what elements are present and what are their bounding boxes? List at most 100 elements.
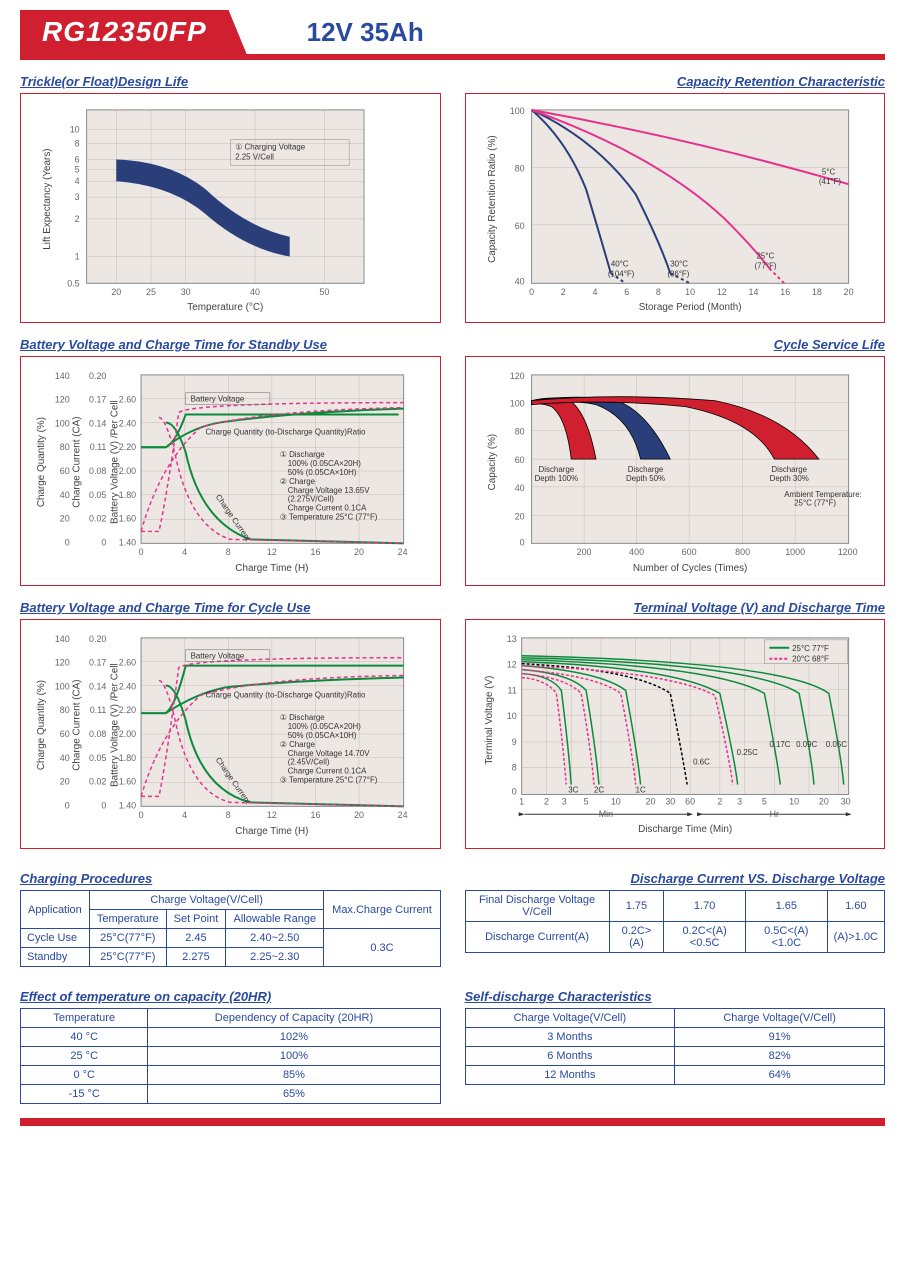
svg-text:Charge Quantity (%): Charge Quantity (%) bbox=[36, 680, 47, 770]
svg-text:Charge Current 0.1CA: Charge Current 0.1CA bbox=[288, 767, 367, 776]
chart-cyclelife: Discharge Depth 100% Discharge Depth 50%… bbox=[465, 356, 886, 586]
svg-text:2.20: 2.20 bbox=[119, 705, 136, 715]
svg-text:Charge Quantity (to-Discharge: Charge Quantity (to-Discharge Quantity)R… bbox=[205, 690, 366, 699]
svg-text:(104°F): (104°F) bbox=[607, 269, 634, 278]
svg-text:Capacity Retention Ratio (%): Capacity Retention Ratio (%) bbox=[486, 135, 497, 263]
chart-terminal: 25°C 77°F 20°C 68°F bbox=[465, 619, 886, 849]
table-charging: Application Charge Voltage(V/Cell) Max.C… bbox=[20, 890, 441, 967]
svg-text:60: 60 bbox=[514, 455, 524, 465]
td: 64% bbox=[675, 1066, 885, 1085]
svg-text:Storage Period (Month): Storage Period (Month) bbox=[638, 302, 741, 313]
section-selfdis: Self-discharge Characteristics bbox=[465, 989, 886, 1004]
td: 82% bbox=[675, 1047, 885, 1066]
td: 91% bbox=[675, 1028, 885, 1047]
svg-text:(41°F): (41°F) bbox=[818, 177, 840, 186]
svg-text:Charge Quantity (to-Discharge: Charge Quantity (to-Discharge Quantity)R… bbox=[205, 427, 366, 436]
svg-text:400: 400 bbox=[629, 547, 644, 557]
svg-text:16: 16 bbox=[311, 547, 321, 557]
td: 1.60 bbox=[827, 891, 884, 922]
svg-text:20: 20 bbox=[60, 514, 70, 524]
td: 65% bbox=[148, 1085, 440, 1104]
svg-text:20: 20 bbox=[843, 287, 853, 297]
svg-text:2C: 2C bbox=[594, 785, 604, 794]
svg-text:Battery Voltage: Battery Voltage bbox=[191, 395, 245, 404]
chart-title-cycle: Battery Voltage and Charge Time for Cycl… bbox=[20, 600, 441, 615]
th: Charge Voltage(V/Cell) bbox=[465, 1009, 675, 1028]
td: 0.2C<(A)<0.5C bbox=[664, 922, 746, 953]
svg-text:2.00: 2.00 bbox=[119, 466, 136, 476]
td: 1.70 bbox=[664, 891, 746, 922]
th: Dependency of Capacity (20HR) bbox=[148, 1009, 440, 1028]
svg-text:8: 8 bbox=[226, 547, 231, 557]
svg-text:0.08: 0.08 bbox=[89, 729, 106, 739]
td: 12 Months bbox=[465, 1066, 675, 1085]
svg-text:0.02: 0.02 bbox=[89, 777, 106, 787]
svg-text:1000: 1000 bbox=[785, 547, 805, 557]
svg-text:5°C: 5°C bbox=[821, 167, 835, 176]
svg-text:0.25C: 0.25C bbox=[736, 748, 757, 757]
svg-text:1: 1 bbox=[75, 252, 80, 262]
svg-text:0.14: 0.14 bbox=[89, 681, 106, 691]
th: Application bbox=[21, 891, 90, 929]
svg-text:4: 4 bbox=[75, 176, 80, 186]
td: 0.3C bbox=[324, 929, 440, 967]
svg-text:1200: 1200 bbox=[837, 547, 857, 557]
svg-text:6: 6 bbox=[624, 287, 629, 297]
svg-text:20: 20 bbox=[818, 796, 828, 806]
td: 3 Months bbox=[465, 1028, 675, 1047]
svg-text:Discharge: Discharge bbox=[771, 465, 807, 474]
svg-text:0.05: 0.05 bbox=[89, 753, 106, 763]
svg-text:20: 20 bbox=[354, 547, 364, 557]
svg-text:Charge Voltage 13.65V: Charge Voltage 13.65V bbox=[288, 486, 370, 495]
svg-text:0: 0 bbox=[139, 547, 144, 557]
svg-text:Number of Cycles (Times): Number of Cycles (Times) bbox=[632, 563, 747, 574]
th: Allowable Range bbox=[226, 910, 324, 929]
svg-text:10: 10 bbox=[70, 125, 80, 135]
svg-text:12: 12 bbox=[267, 810, 277, 820]
svg-text:120: 120 bbox=[55, 658, 70, 668]
svg-text:80: 80 bbox=[514, 163, 524, 173]
svg-text:40: 40 bbox=[514, 276, 524, 286]
svg-text:2.40: 2.40 bbox=[119, 418, 136, 428]
svg-text:11: 11 bbox=[507, 685, 516, 695]
svg-text:4: 4 bbox=[592, 287, 597, 297]
svg-text:100: 100 bbox=[509, 399, 524, 409]
svg-text:0.05C: 0.05C bbox=[825, 740, 846, 749]
svg-text:20: 20 bbox=[354, 810, 364, 820]
svg-text:Charge Voltage 14.70V: Charge Voltage 14.70V bbox=[288, 749, 370, 758]
svg-text:100% (0.05CA×20H): 100% (0.05CA×20H) bbox=[288, 459, 362, 468]
svg-text:3: 3 bbox=[75, 192, 80, 202]
svg-text:100: 100 bbox=[55, 681, 70, 691]
svg-text:40: 40 bbox=[514, 483, 524, 493]
svg-text:800: 800 bbox=[735, 547, 750, 557]
svg-text:Battery Voltage (V) /Per Cell: Battery Voltage (V) /Per Cell bbox=[109, 663, 120, 787]
svg-text:20: 20 bbox=[645, 796, 655, 806]
svg-text:1.60: 1.60 bbox=[119, 514, 136, 524]
svg-text:25°C 77°F: 25°C 77°F bbox=[792, 644, 829, 653]
svg-text:25: 25 bbox=[146, 287, 156, 297]
td: 0.5C<(A)<1.0C bbox=[745, 922, 827, 953]
svg-text:1.80: 1.80 bbox=[119, 753, 136, 763]
svg-text:40: 40 bbox=[60, 490, 70, 500]
td: Final Discharge Voltage V/Cell bbox=[465, 891, 609, 922]
svg-text:0: 0 bbox=[101, 537, 106, 547]
svg-text:8: 8 bbox=[226, 810, 231, 820]
svg-text:0.20: 0.20 bbox=[89, 371, 106, 381]
svg-text:24: 24 bbox=[398, 810, 408, 820]
svg-text:16: 16 bbox=[311, 810, 321, 820]
svg-text:0.05: 0.05 bbox=[89, 490, 106, 500]
th: Temperature bbox=[21, 1009, 148, 1028]
td: 2.40~2.50 bbox=[226, 929, 324, 948]
svg-text:2: 2 bbox=[75, 214, 80, 224]
th: Set Point bbox=[166, 910, 225, 929]
svg-text:Discharge: Discharge bbox=[538, 465, 574, 474]
svg-text:20: 20 bbox=[111, 287, 121, 297]
header-bar: RG12350FP 12V 35Ah bbox=[20, 10, 885, 60]
svg-text:8: 8 bbox=[511, 763, 516, 773]
svg-text:1C: 1C bbox=[635, 785, 645, 794]
svg-text:5: 5 bbox=[75, 164, 80, 174]
svg-text:0: 0 bbox=[511, 786, 516, 796]
section-tempcap: Effect of temperature on capacity (20HR) bbox=[20, 989, 441, 1004]
svg-text:0.09C: 0.09C bbox=[796, 740, 817, 749]
svg-text:2.00: 2.00 bbox=[119, 729, 136, 739]
